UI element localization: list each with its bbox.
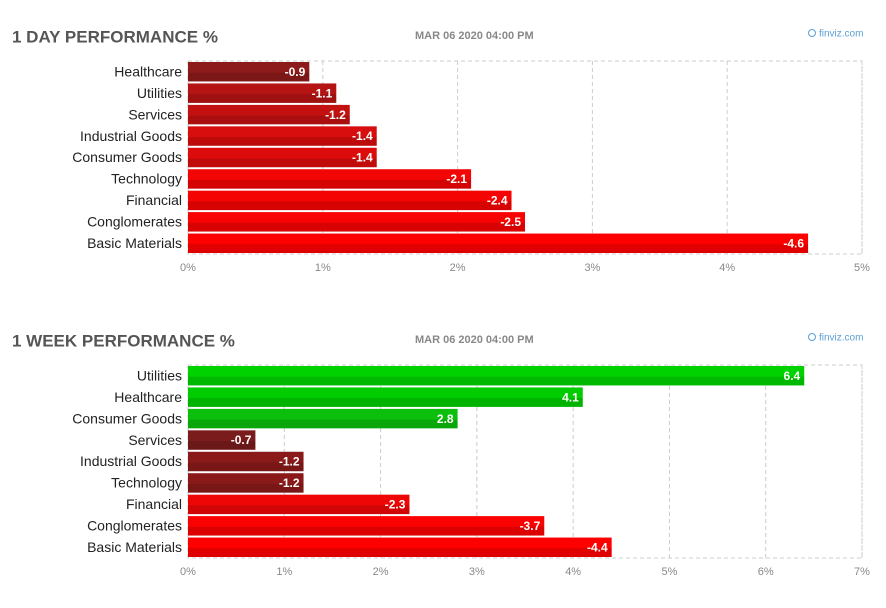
bar — [188, 430, 256, 450]
category-label: Conglomerates — [87, 214, 182, 230]
category-label: Financial — [126, 496, 182, 512]
chart-title: 1 DAY PERFORMANCE % — [12, 27, 218, 46]
value-label: -2.5 — [500, 215, 521, 229]
bar-shade — [188, 398, 583, 407]
bar — [188, 516, 545, 536]
x-tick-label: 2% — [373, 566, 389, 578]
bar-shade — [188, 376, 805, 386]
value-label: -1.1 — [312, 86, 333, 100]
bar-shade — [188, 72, 310, 82]
value-label: -4.4 — [587, 540, 608, 554]
bar — [188, 190, 512, 211]
category-label: Industrial Goods — [80, 128, 182, 144]
value-label: 6.4 — [784, 369, 801, 383]
x-tick-label: 5% — [854, 262, 870, 274]
bar-shade — [188, 244, 809, 253]
x-tick-label: 3% — [584, 262, 600, 274]
bar — [188, 387, 583, 407]
value-label: 4.1 — [562, 390, 579, 404]
category-label: Healthcare — [114, 63, 182, 79]
x-tick-label: 1% — [315, 262, 331, 274]
chart: 1 WEEK PERFORMANCE % MAR 06 2020 04:00 PM… — [12, 331, 870, 577]
source-icon — [808, 333, 816, 341]
chart: 1 DAY PERFORMANCE % MAR 06 2020 04:00 PM f… — [12, 27, 870, 273]
bar — [188, 537, 612, 557]
value-label: 2.8 — [437, 412, 454, 426]
bar — [188, 494, 410, 515]
bar — [188, 169, 472, 189]
bar-shade — [188, 441, 256, 450]
bar-shade — [188, 94, 337, 103]
value-label: -1.2 — [325, 108, 346, 122]
value-label: -3.7 — [520, 519, 541, 533]
bar-shade — [188, 222, 525, 232]
bar-shade — [188, 483, 304, 493]
chart-title: 1 WEEK PERFORMANCE % — [12, 331, 235, 350]
value-label: -1.2 — [279, 476, 300, 490]
category-label: Consumer Goods — [72, 410, 182, 426]
plot-border — [187, 364, 863, 559]
category-label: Consumer Goods — [72, 149, 182, 165]
source: finviz.com — [819, 333, 863, 344]
value-label: -0.7 — [231, 433, 252, 447]
bar-shade — [188, 419, 458, 429]
category-label: Services — [128, 106, 182, 122]
bar-shade — [188, 179, 472, 189]
category-label: Healthcare — [114, 389, 182, 405]
x-tick-label: 5% — [661, 566, 677, 578]
x-tick-label: 0% — [180, 566, 196, 578]
chart-subtitle: MAR 06 2020 04:00 PM — [415, 334, 534, 346]
category-label: Financial — [126, 192, 182, 208]
bar — [188, 147, 377, 168]
value-label: -2.4 — [487, 194, 508, 208]
bar-shade — [188, 505, 410, 515]
value-label: -2.3 — [385, 498, 406, 512]
bar — [188, 104, 350, 125]
value-label: -1.4 — [352, 129, 373, 143]
category-label: Industrial Goods — [80, 453, 182, 469]
bar — [188, 62, 310, 82]
bar — [188, 451, 304, 472]
value-label: -0.9 — [285, 65, 306, 79]
x-tick-label: 3% — [469, 566, 485, 578]
bar — [188, 473, 304, 493]
category-label: Basic Materials — [87, 235, 182, 251]
bar — [188, 408, 458, 429]
value-label: -1.2 — [279, 455, 300, 469]
chart-subtitle: MAR 06 2020 04:00 PM — [415, 30, 534, 42]
x-tick-label: 7% — [854, 566, 870, 578]
bar-shade — [188, 462, 304, 472]
category-label: Conglomerates — [87, 518, 182, 534]
source: finviz.com — [819, 29, 863, 40]
x-tick-label: 0% — [180, 262, 196, 274]
category-label: Technology — [111, 171, 182, 187]
plot-border — [187, 60, 863, 255]
category-label: Utilities — [137, 367, 182, 383]
bar-shade — [188, 526, 545, 536]
x-tick-label: 4% — [719, 262, 735, 274]
bar — [188, 83, 337, 103]
x-tick-label: 2% — [450, 262, 466, 274]
bar — [188, 233, 809, 253]
bar-shade — [188, 158, 377, 168]
bar-shade — [188, 137, 377, 146]
source-icon — [808, 29, 816, 37]
bar-shade — [188, 115, 350, 125]
bar-shade — [188, 548, 612, 557]
value-label: -2.1 — [446, 172, 467, 186]
value-label: -4.6 — [783, 236, 804, 250]
value-label: -1.4 — [352, 151, 373, 165]
x-tick-label: 1% — [276, 566, 292, 578]
category-label: Basic Materials — [87, 539, 182, 555]
x-tick-label: 6% — [758, 566, 774, 578]
bar-shade — [188, 201, 512, 211]
x-tick-label: 4% — [565, 566, 581, 578]
bar — [188, 366, 805, 386]
category-label: Services — [128, 432, 182, 448]
category-label: Technology — [111, 475, 182, 491]
bar — [188, 126, 377, 146]
category-label: Utilities — [137, 85, 182, 101]
bar — [188, 212, 525, 232]
